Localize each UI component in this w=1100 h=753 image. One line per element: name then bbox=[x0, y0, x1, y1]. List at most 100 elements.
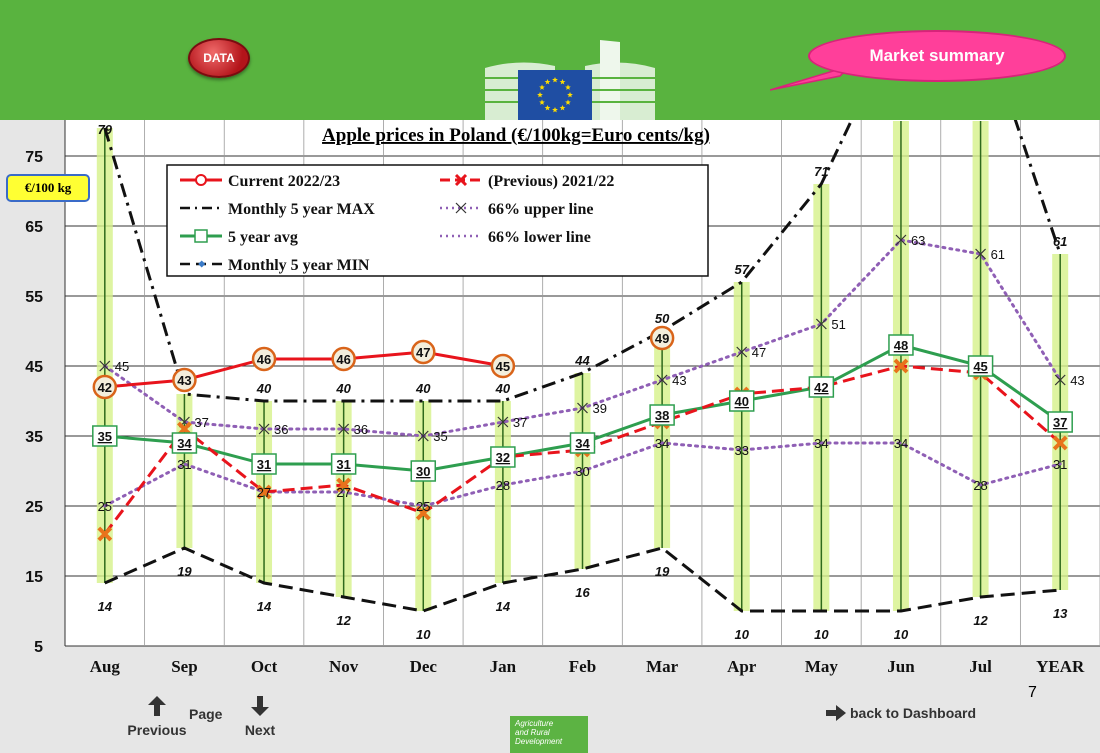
x-tick-label: Jun bbox=[887, 657, 915, 676]
logo-line-3: Development bbox=[515, 737, 563, 746]
upper-label: 35 bbox=[433, 429, 447, 444]
upper-label: 61 bbox=[991, 247, 1005, 262]
lower-label: 27 bbox=[336, 485, 350, 500]
lower-label: 31 bbox=[1053, 457, 1067, 472]
avg-label: 45 bbox=[973, 359, 987, 374]
avg-label: 37 bbox=[1053, 415, 1067, 430]
logo-line-1: Agriculture bbox=[515, 719, 554, 728]
avg-marker: 34 bbox=[569, 432, 596, 454]
avg-marker: 42 bbox=[808, 376, 835, 398]
arrow-down-icon bbox=[251, 696, 269, 716]
avg-label: 30 bbox=[416, 464, 430, 479]
avg-marker: 34 bbox=[171, 432, 198, 454]
x-tick-label: Apr bbox=[727, 657, 757, 676]
avg-marker: 35 bbox=[92, 425, 118, 447]
avg-label: 48 bbox=[894, 338, 908, 353]
avg-label: 31 bbox=[336, 457, 350, 472]
previous-marker bbox=[256, 484, 272, 500]
previous-page-button[interactable]: Previous bbox=[126, 696, 188, 738]
min-label: 12 bbox=[973, 613, 988, 628]
current-label: 46 bbox=[257, 352, 271, 367]
min-label: 12 bbox=[336, 613, 351, 628]
max-label: 44 bbox=[574, 353, 590, 368]
market-summary-button[interactable]: Market summary bbox=[808, 30, 1066, 82]
arrow-up-icon bbox=[148, 696, 166, 716]
avg-marker: 31 bbox=[330, 453, 357, 475]
upper-label: 36 bbox=[354, 422, 368, 437]
x-tick-label: Jan bbox=[490, 657, 517, 676]
current-marker: 47 bbox=[411, 339, 436, 365]
series-line-max bbox=[103, 120, 1062, 403]
page-label: Page bbox=[189, 706, 223, 722]
current-label: 43 bbox=[177, 373, 191, 388]
current-marker: 45 bbox=[490, 353, 516, 379]
upper-label: 63 bbox=[911, 233, 925, 248]
logo-line-2: and Rural bbox=[515, 728, 550, 737]
x-tick-label: Sep bbox=[171, 657, 197, 676]
upper-marker bbox=[736, 346, 748, 358]
back-to-dashboard-link[interactable]: back to Dashboard bbox=[826, 705, 976, 721]
price-chart: 45 37 36 36 35 37 39 43 47 51 63 61 43 25 31 27 27 25 28 30… bbox=[25, 120, 1100, 676]
y-tick-label: 25 bbox=[25, 499, 43, 516]
max-label: 61 bbox=[1053, 234, 1067, 249]
eu-star-icon bbox=[544, 79, 551, 85]
x-tick-label: Aug bbox=[90, 657, 121, 676]
upper-marker bbox=[895, 234, 907, 246]
avg-label: 34 bbox=[177, 436, 192, 451]
current-label: 45 bbox=[496, 359, 510, 374]
avg-label: 32 bbox=[496, 450, 510, 465]
upper-label: 45 bbox=[115, 359, 129, 374]
eu-star-icon bbox=[565, 84, 571, 90]
legend-label-previous: (Previous) 2021/22 bbox=[488, 173, 614, 190]
current-marker: 46 bbox=[331, 346, 356, 372]
legend-item-max: Monthly 5 year MAX bbox=[180, 201, 375, 218]
min-label: 13 bbox=[1053, 606, 1068, 621]
upper-marker bbox=[975, 248, 987, 260]
previous-marker bbox=[1052, 435, 1068, 451]
y-tick-label: 15 bbox=[25, 569, 43, 586]
max-label: 40 bbox=[415, 381, 431, 396]
legend-label-upper: 66% upper line bbox=[488, 201, 594, 218]
x-tick-label: Mar bbox=[646, 657, 679, 676]
legend-item-min: Monthly 5 year MIN bbox=[180, 257, 370, 274]
current-label: 46 bbox=[336, 352, 350, 367]
min-label: 19 bbox=[655, 564, 670, 579]
avg-label: 31 bbox=[257, 457, 271, 472]
legend-item-upper: 66% upper line bbox=[440, 201, 594, 218]
eu-star-icon bbox=[552, 107, 558, 113]
lower-label: 25 bbox=[98, 499, 112, 514]
upper-label: 51 bbox=[831, 317, 845, 332]
avg-marker: 45 bbox=[967, 355, 994, 377]
avg-label: 38 bbox=[655, 408, 669, 423]
min-label: 10 bbox=[416, 627, 431, 642]
legend: Current 2022/23 (Previous) 2021/22 Monthly… bbox=[166, 164, 709, 277]
current-label: 42 bbox=[98, 380, 112, 395]
data-button[interactable]: DATA bbox=[188, 38, 250, 78]
upper-label: 36 bbox=[274, 422, 288, 437]
next-page-button[interactable]: Next bbox=[240, 696, 280, 738]
upper-label: 37 bbox=[513, 415, 527, 430]
next-label: Next bbox=[244, 722, 276, 738]
x-tick-label: May bbox=[805, 657, 839, 676]
previous-marker bbox=[97, 526, 113, 542]
upper-marker bbox=[656, 374, 668, 386]
page-number: 7 bbox=[1028, 684, 1037, 701]
min-label: 14 bbox=[496, 599, 511, 614]
legend-item-lower: 66% lower line bbox=[440, 229, 591, 246]
lower-label: 30 bbox=[575, 464, 589, 479]
upper-marker bbox=[1054, 374, 1066, 386]
y-tick-label: 45 bbox=[25, 359, 43, 376]
lower-label: 25 bbox=[416, 499, 430, 514]
legend-label-lower: 66% lower line bbox=[488, 229, 591, 246]
min-label: 19 bbox=[177, 564, 192, 579]
min-label: 10 bbox=[734, 627, 749, 642]
legend-label-avg: 5 year avg bbox=[228, 229, 298, 246]
max-label: 71 bbox=[814, 164, 828, 179]
upper-label: 43 bbox=[1070, 373, 1084, 388]
max-label: 40 bbox=[495, 381, 511, 396]
back-to-dashboard-label: back to Dashboard bbox=[850, 705, 977, 721]
eu-star-icon bbox=[567, 92, 573, 98]
avg-label: 35 bbox=[98, 429, 112, 444]
y-tick-label: 65 bbox=[25, 219, 43, 236]
legend-label-current: Current 2022/23 bbox=[228, 173, 340, 190]
